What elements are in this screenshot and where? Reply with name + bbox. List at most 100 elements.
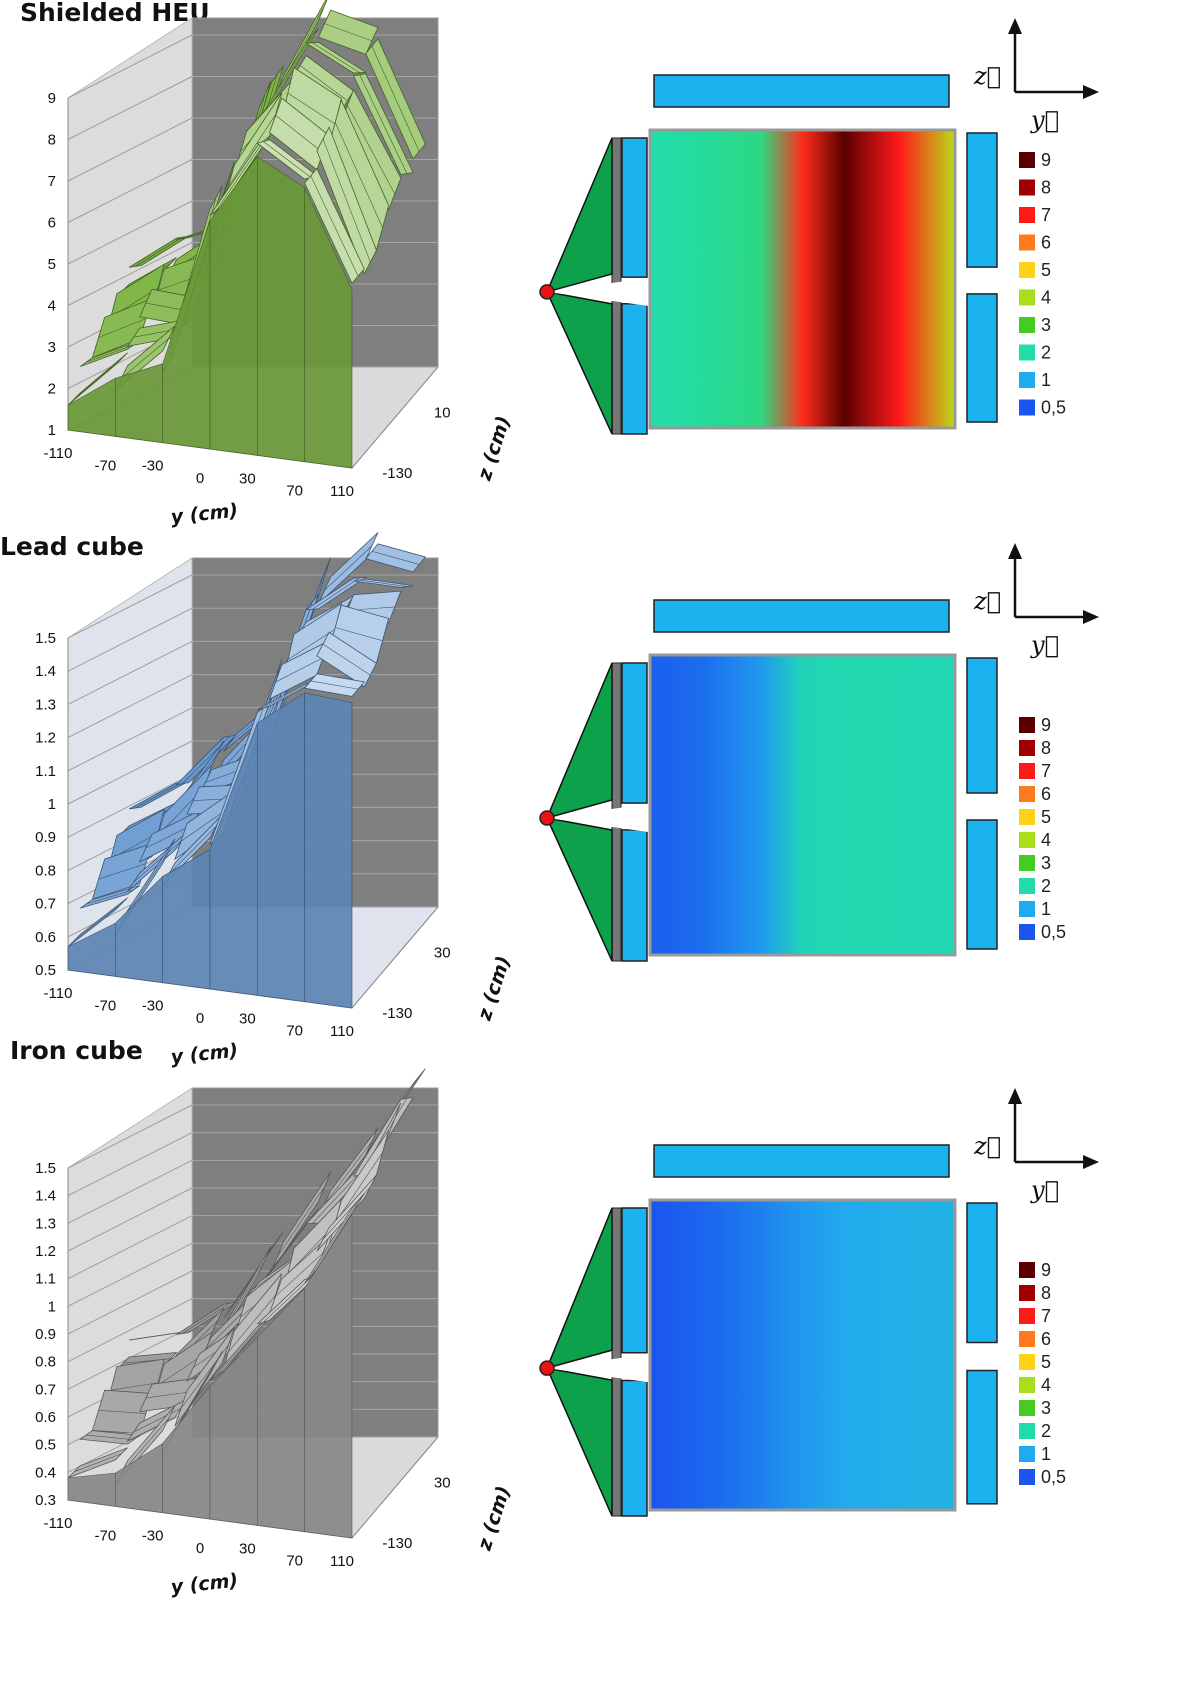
left-detector-upper [621,662,648,804]
legend-swatch [1019,763,1035,779]
legend-label: 5 [1041,1352,1051,1372]
surface-skirt [304,187,353,469]
x-tick-label: 110 [330,1553,354,1570]
gridline [67,200,193,265]
legend-label: 8 [1041,738,1051,758]
surface-mesh-line [263,1277,311,1323]
legend-swatch [1019,344,1035,361]
y-tick-label: 5 [48,256,56,273]
right-detector-upper [966,657,998,794]
z-tick-label: 30 [434,1474,451,1491]
legend-swatch [1019,1285,1035,1301]
surface-mesh-line [359,579,408,587]
legend-label: 3 [1041,853,1051,873]
surface-mesh-line [228,114,276,187]
x-tick-label: 30 [239,1010,256,1027]
x-tick-label: 0 [196,1010,204,1027]
legend-swatch [1019,786,1035,802]
section-title: Iron cube [10,1036,143,1065]
surface-mesh-line [145,1391,194,1399]
y-tick-label: 1.2 [35,1243,56,1260]
legend-label: 9 [1041,715,1051,735]
neutron-source [539,284,555,300]
surface-mesh-line [287,92,336,125]
legend-label: 7 [1041,1306,1051,1326]
surface-mesh-line [324,23,372,42]
right-detector-upper [966,1202,998,1344]
neutron-source [539,1360,555,1376]
legend-swatch [1019,1400,1035,1416]
y-arrow-head [1083,1155,1099,1169]
gridline [67,1298,193,1363]
depth-axis [351,1436,439,1539]
y-tick-label: 9 [48,90,56,107]
beam-slit [547,803,648,832]
beam-slit [547,277,648,306]
beam-slit [547,1354,648,1383]
neutron-source [539,810,555,826]
top-detector [653,1144,950,1178]
legend-swatch [1019,1377,1035,1393]
surface-mesh-line [73,903,122,941]
gridline [67,76,193,140]
legend-swatch [1019,717,1035,733]
surface-skirt [257,155,305,463]
surface-mesh-line [275,115,324,153]
x-tick-label: -110 [44,1515,73,1532]
gridline [67,34,193,99]
legend-swatch [1019,740,1035,756]
gridline [67,1159,193,1224]
surface-mesh-line [371,45,420,152]
y-tick-label: 1.2 [35,730,56,747]
y-arrow-head [1083,85,1099,99]
z-vector-label: z⃗ [973,1132,1001,1160]
legend-label: 7 [1041,761,1051,781]
section-title: Lead cube [0,532,144,561]
surface-mesh-line [228,1294,276,1353]
left-detector-upper [621,137,648,278]
gridline [67,117,193,182]
y-tick-label: 0.5 [35,1437,56,1454]
z-tick-label: -130 [382,1535,412,1552]
y-tick-label: 1.5 [35,630,56,647]
y-tick-label: 0.6 [35,929,56,946]
legend-label: 9 [1041,1260,1051,1280]
surface-mesh-line [310,680,359,690]
z-axis-title: z (cm) [473,953,515,1024]
x-tick-label: -30 [142,1528,164,1545]
source-cone-lower [545,1367,613,1517]
x-tick-label: -110 [44,985,73,1002]
gridline [67,1132,193,1197]
gridline [67,740,193,805]
x-tick-label: 30 [239,470,256,487]
y-tick-label: 1 [48,1298,56,1315]
legend-swatch [1019,1423,1035,1439]
legend-swatch [1019,1308,1035,1324]
x-tick-label: -30 [142,458,164,475]
heatmap-area [648,1198,957,1512]
legend-swatch [1019,1446,1035,1462]
surface-mesh-line [335,627,383,642]
z-arrow-head [1008,18,1022,34]
surface-mesh-line [263,682,311,709]
x-tick-label: 70 [286,483,303,500]
y-vector-label: y⃗ [1030,106,1059,134]
depth-axis [351,366,439,469]
z-axis-title: z (cm) [473,413,515,484]
y-tick-label: 1.5 [35,1160,56,1177]
gridline [67,674,193,739]
surface-mesh-line [86,889,134,905]
legend-swatch [1019,399,1035,416]
x-tick-label: -70 [94,457,116,474]
legend-swatch [1019,207,1035,223]
legend-swatch [1019,855,1035,871]
y-tick-label: 0.7 [35,1381,56,1398]
y-tick-label: 2 [48,381,56,398]
heatmap-area [648,653,957,957]
surface-mesh-line [215,140,264,211]
surface-mesh-line [324,1141,373,1205]
surface-mesh-line [135,236,183,267]
surface-mesh-line [168,825,217,875]
x-axis-title: y (cm) [170,500,239,529]
surface-mesh-line [121,1417,170,1474]
